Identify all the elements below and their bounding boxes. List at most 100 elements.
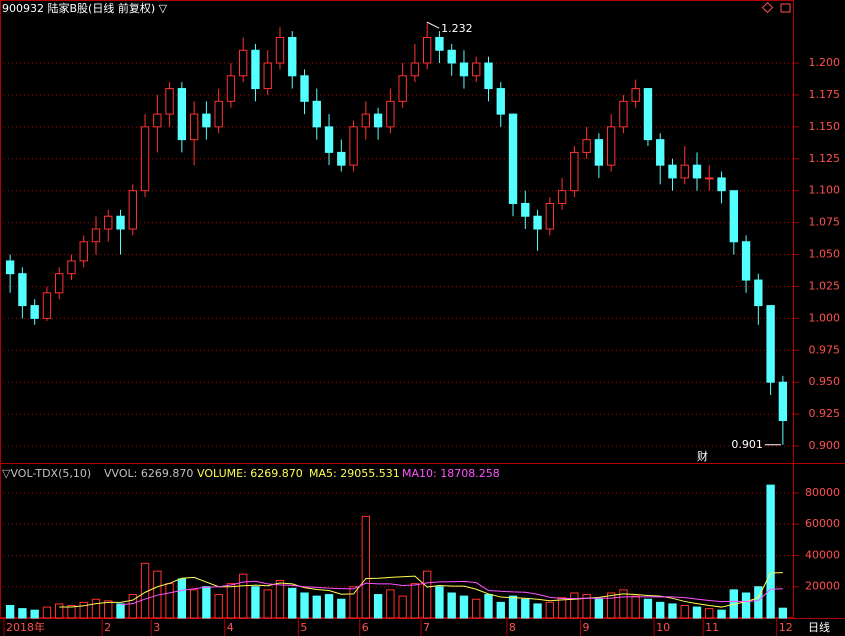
candle-body <box>349 126 358 166</box>
icon[interactable] <box>761 1 774 14</box>
y-tick-label: 0.900 <box>809 439 841 452</box>
y-tick-label: 1.125 <box>809 152 841 165</box>
volume-bar <box>239 573 248 619</box>
marker: 财 <box>697 449 708 463</box>
volume-bar <box>42 606 52 619</box>
x-tick-label: 4 <box>227 621 234 634</box>
candle-body <box>67 260 76 275</box>
candle-body <box>741 241 751 281</box>
annotation-arrow <box>426 21 440 29</box>
frame <box>0 0 794 618</box>
candle-body <box>484 62 493 90</box>
legend-entry: MA10: 18708.258 <box>402 467 500 480</box>
volume-bar <box>766 484 775 619</box>
candle-body <box>42 292 52 319</box>
x-tick-label: 2018年 <box>6 620 45 634</box>
x-tick-label: 5 <box>300 621 307 634</box>
volume-bar <box>668 603 677 619</box>
volume-bar <box>263 589 272 619</box>
candle-body <box>226 75 236 102</box>
candle-body <box>177 88 187 141</box>
volume-bar <box>104 600 113 619</box>
candle-body <box>288 36 297 77</box>
x-tick-label: 10 <box>656 621 670 634</box>
volume-bar <box>422 570 432 619</box>
volume-bar <box>594 598 604 619</box>
volume-bar <box>116 603 125 619</box>
volume-bar <box>251 586 260 619</box>
candle-body <box>754 279 763 307</box>
candle-body <box>251 49 260 90</box>
volume-bar <box>324 594 334 619</box>
volume-bar <box>5 604 15 619</box>
candle-body <box>386 100 395 128</box>
legend-entry: MA5: 29055.531 <box>309 467 400 480</box>
candle-body <box>594 139 604 166</box>
volume-bar <box>410 583 420 619</box>
volume-bar <box>165 583 174 619</box>
y-tick-label: 0.950 <box>809 375 841 388</box>
volume-bar <box>189 589 199 619</box>
volume-bar <box>692 606 702 619</box>
candle-body <box>30 305 39 319</box>
x-tick-label: 9 <box>582 621 589 634</box>
candle-body <box>373 113 383 128</box>
candle-body <box>447 49 456 64</box>
candle-body <box>619 100 628 128</box>
candle-body <box>300 75 309 102</box>
candle-body <box>128 190 137 230</box>
candle-body <box>680 164 689 179</box>
candle-body <box>631 88 640 102</box>
volume-bar <box>288 587 297 619</box>
vvol-label: VVOL: 6269.870 <box>104 467 193 480</box>
x-tick-label: 6 <box>362 621 369 634</box>
low-label: 0.901 <box>731 438 763 451</box>
candle-body <box>717 177 726 192</box>
x-tick-label: 12 <box>779 621 793 634</box>
volume-bar <box>557 597 567 619</box>
candle-body <box>766 305 775 383</box>
y-tick-label: 1.050 <box>809 248 841 261</box>
volume-bar <box>496 601 505 619</box>
candle-body <box>5 260 15 275</box>
y-tick-label: 0.975 <box>809 343 841 356</box>
volume-bar <box>18 608 27 619</box>
volume-bar <box>349 586 358 619</box>
volume-bar <box>398 595 407 619</box>
candle-body <box>55 273 64 294</box>
x-tick-label: 8 <box>509 621 516 634</box>
candle-body <box>312 100 321 128</box>
volume-bar <box>778 607 788 619</box>
candle-body <box>422 36 432 64</box>
volume-bar <box>435 586 444 619</box>
candle-body <box>729 190 738 243</box>
y-tick-label: 40000 <box>805 548 840 561</box>
volume-bar <box>484 594 493 619</box>
y-tick-label: 1.200 <box>809 56 841 69</box>
candle-body <box>337 151 346 166</box>
volume-bar <box>214 594 223 619</box>
y-tick-label: 1.000 <box>809 311 841 324</box>
candle-body <box>606 126 616 166</box>
volume-bar <box>79 601 88 619</box>
candle-body <box>116 215 125 230</box>
volume-bar <box>459 595 469 619</box>
candle-body <box>361 113 371 128</box>
volume-bar <box>312 595 321 619</box>
x-tick-label: 11 <box>705 621 719 634</box>
candle-body <box>705 177 714 180</box>
candle-body <box>778 381 788 422</box>
candle-body <box>496 88 505 115</box>
candle-body <box>324 126 334 153</box>
candle-body <box>508 113 518 204</box>
high-label: 1.232 <box>441 22 473 35</box>
candle-body <box>643 88 653 141</box>
volume-bar <box>582 594 591 619</box>
volume-bar <box>619 589 628 619</box>
candle-body <box>79 241 88 262</box>
volume-bar <box>55 603 64 619</box>
volume-bar <box>631 595 640 619</box>
icon[interactable] <box>780 3 791 13</box>
volume-bar <box>361 515 371 619</box>
